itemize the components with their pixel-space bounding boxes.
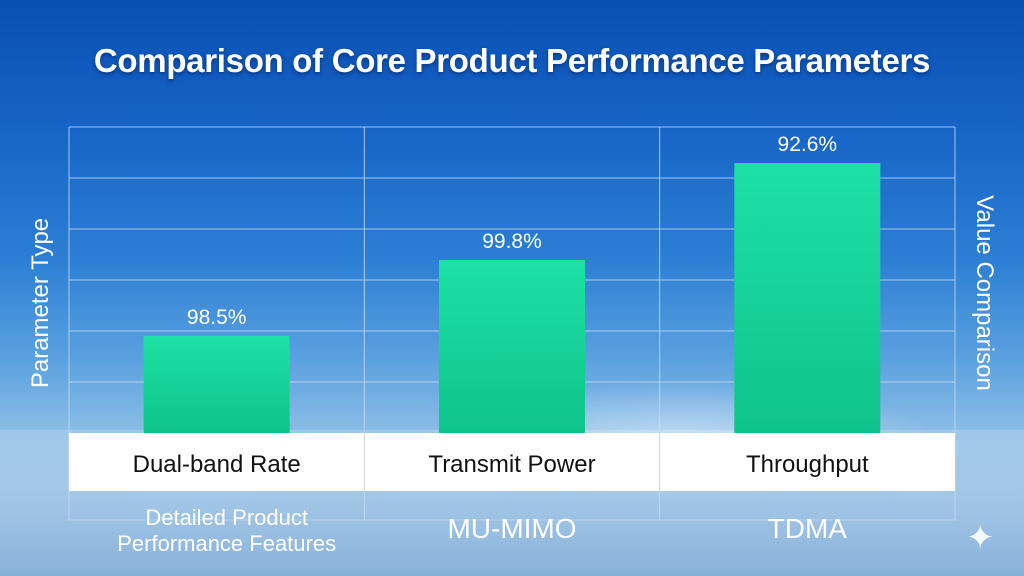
secondary-label: Performance Features <box>117 531 336 556</box>
data-label: 99.8% <box>482 230 542 253</box>
secondary-label: MU-MIMO <box>447 513 576 544</box>
sparkle-icon: ✦ <box>966 519 995 557</box>
chart-title: Comparison of Core Product Performance P… <box>93 42 931 79</box>
data-label: 98.5% <box>187 306 247 329</box>
bar <box>143 336 290 433</box>
bar <box>439 260 585 433</box>
category-label: Transmit Power <box>428 451 595 478</box>
category-label: Dual-band Rate <box>133 451 301 478</box>
secondary-label: TDMA <box>768 513 848 544</box>
bar <box>734 163 881 433</box>
category-label: Throughput <box>746 451 869 478</box>
category-band <box>69 433 955 491</box>
secondary-label: Detailed Product <box>145 505 308 530</box>
data-label: 92.6% <box>778 133 838 156</box>
